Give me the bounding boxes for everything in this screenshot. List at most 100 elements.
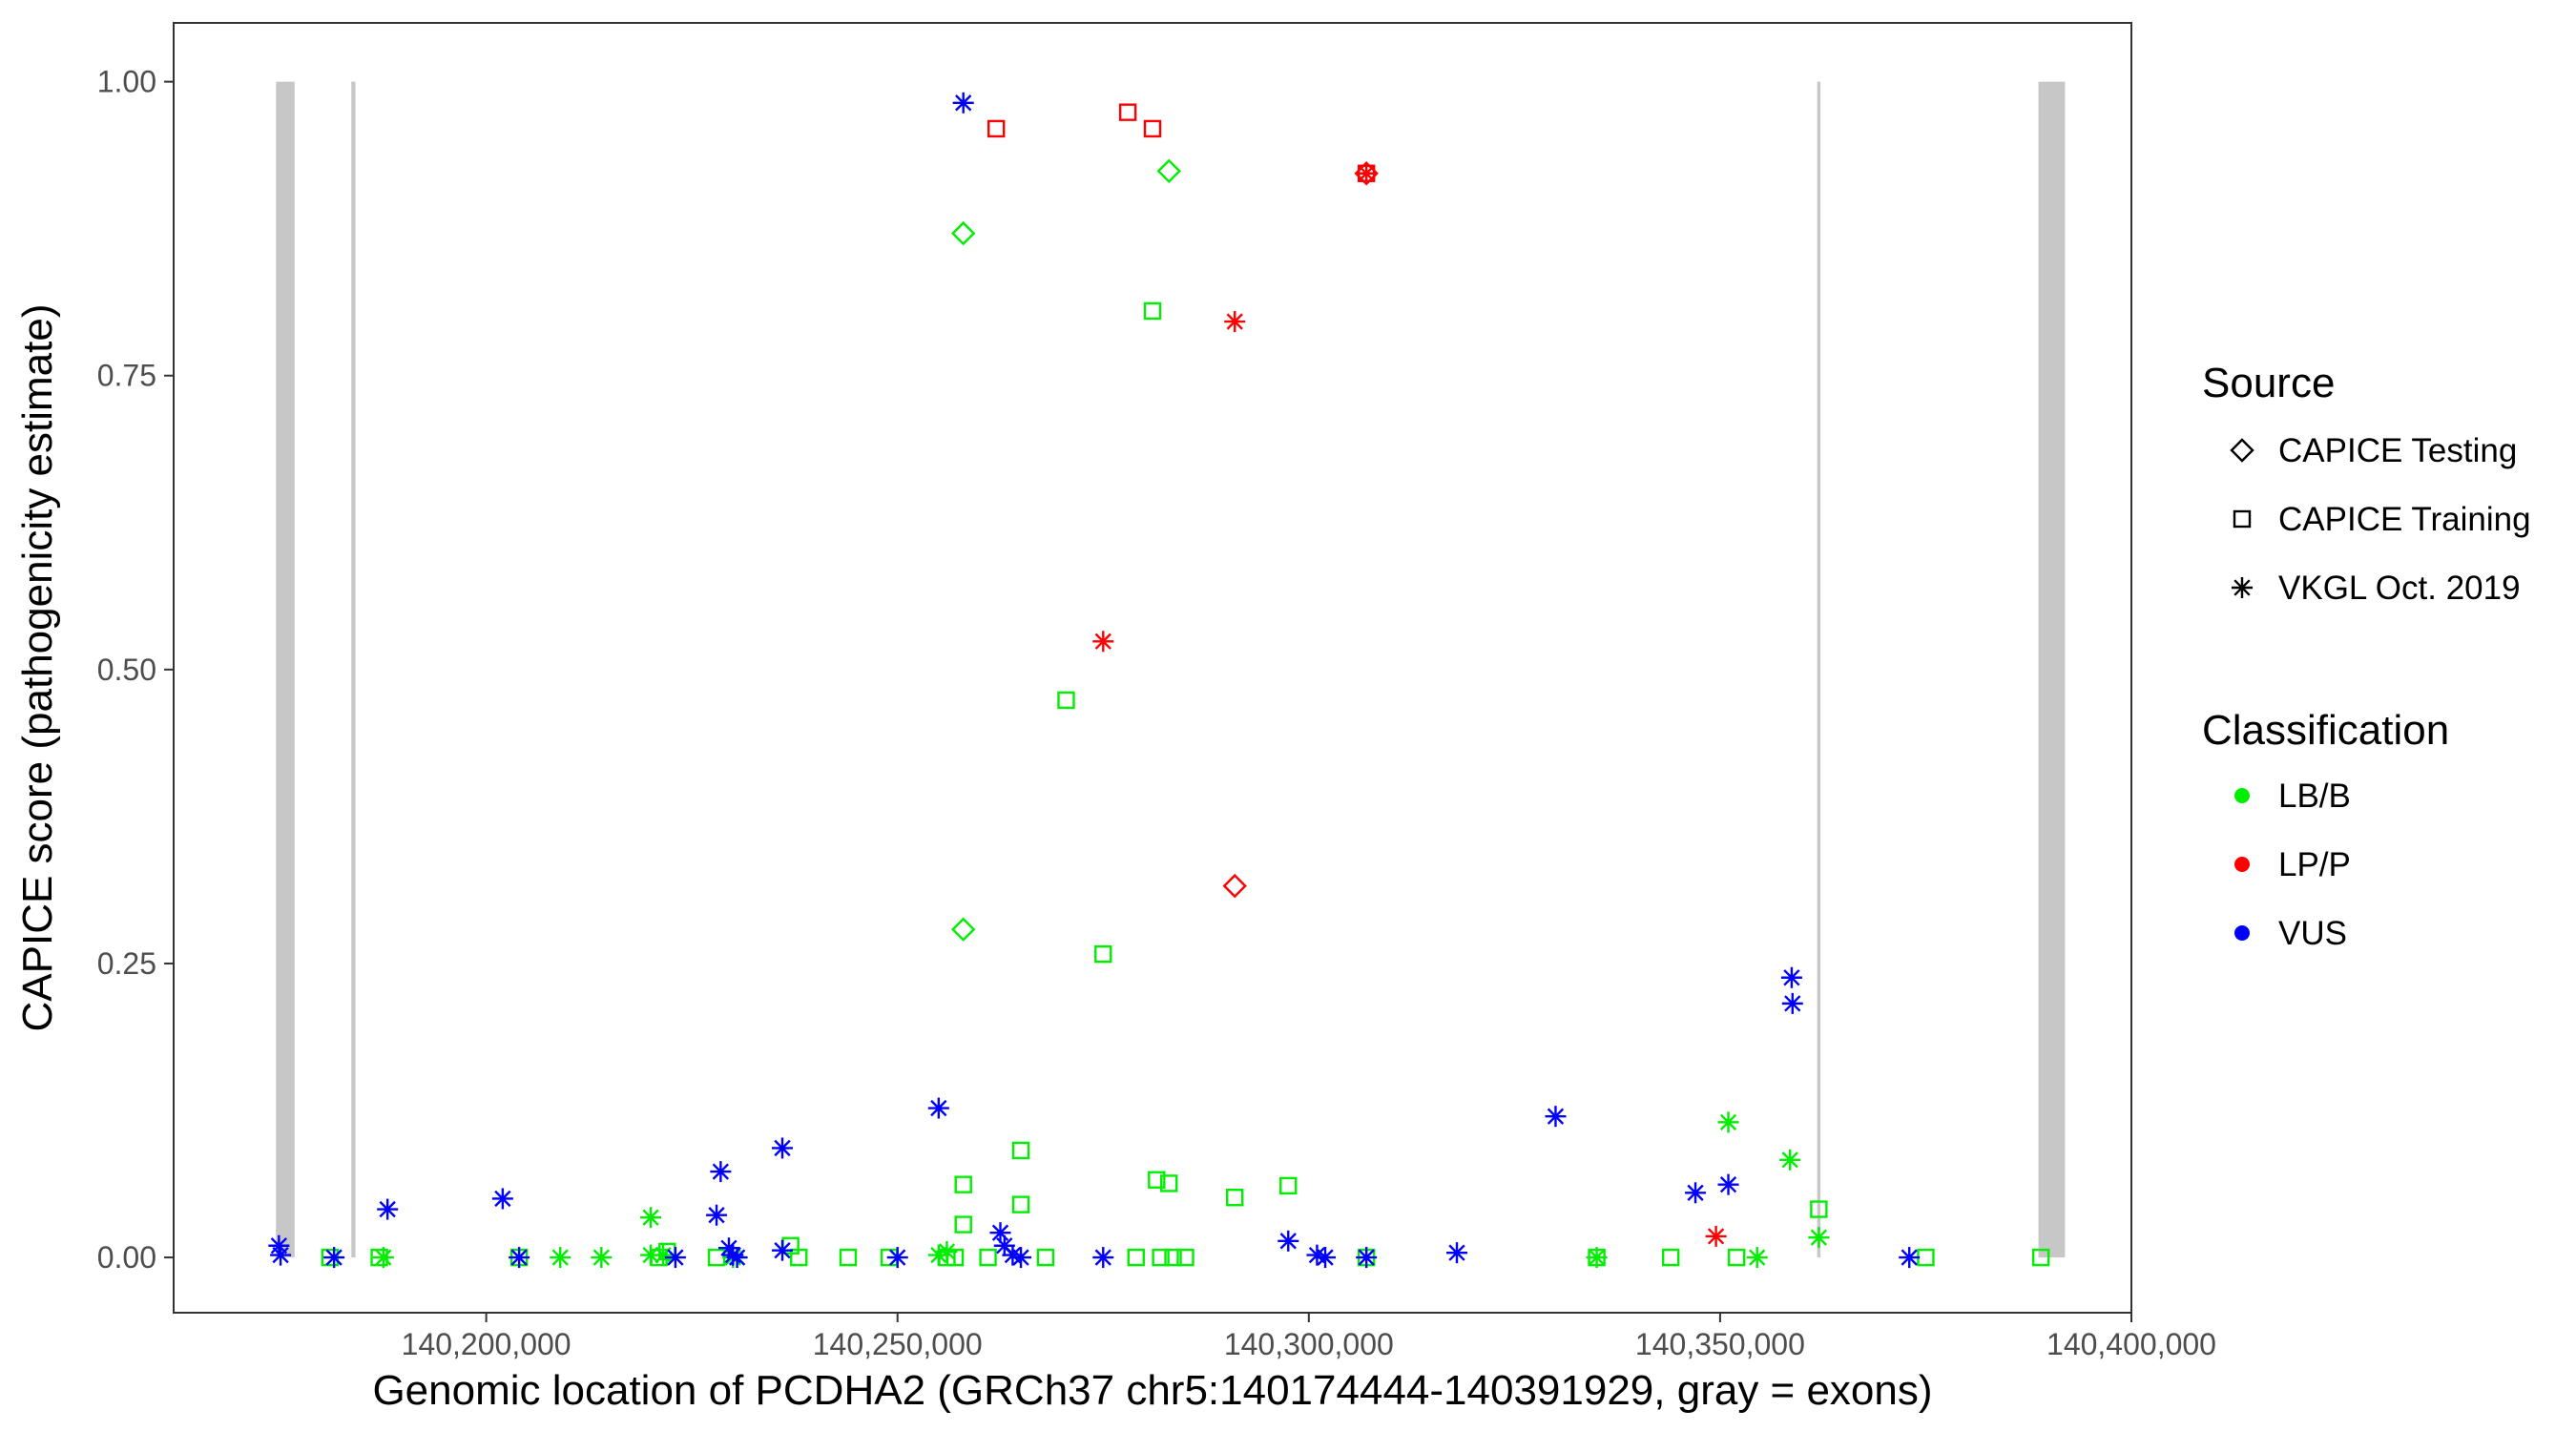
legend-key-square (2233, 509, 2252, 529)
data-point (1224, 311, 1246, 333)
exon-band-3 (1817, 81, 1821, 1258)
data-point (550, 1247, 571, 1269)
legend-key-asterisk (2232, 577, 2253, 598)
legend-label: VKGL Oct. 2019 (2278, 570, 2521, 607)
data-points (268, 92, 2050, 1269)
legend-label: CAPICE Testing (2278, 432, 2517, 469)
data-point (772, 1239, 794, 1261)
data-point (2031, 1248, 2050, 1267)
data-point (951, 220, 976, 246)
data-point (1127, 1248, 1145, 1267)
data-point (1094, 944, 1112, 964)
data-point (1010, 1247, 1032, 1269)
axes: 0.00 0.25 0.50 0.75 1.00 140,200,000 140,250,0… (97, 65, 2216, 1361)
exon-band-4 (2038, 81, 2066, 1258)
data-point (270, 1244, 292, 1266)
exon-band-2 (351, 81, 356, 1258)
data-point (1356, 162, 1378, 184)
plot-panel-border (173, 22, 2132, 1314)
data-point (1011, 1141, 1030, 1160)
data-point (772, 1137, 794, 1159)
data-point (790, 1248, 808, 1267)
data-point (1810, 1200, 1828, 1218)
data-point (1717, 1111, 1739, 1133)
data-point (952, 92, 974, 114)
legend-label: CAPICE Training (2278, 501, 2531, 538)
data-point (1705, 1225, 1727, 1247)
data-point (1118, 103, 1137, 121)
x-tick-label: 140,300,000 (1224, 1327, 1394, 1361)
data-point (1899, 1247, 1921, 1269)
data-point (591, 1247, 613, 1269)
data-point (1011, 1195, 1030, 1213)
data-point (1779, 1149, 1801, 1171)
data-point (1545, 1106, 1567, 1128)
data-point (1808, 1227, 1830, 1249)
data-point (1160, 1174, 1178, 1192)
data-point (509, 1247, 530, 1269)
data-point (839, 1248, 858, 1267)
data-point (1164, 1248, 1182, 1267)
data-point (1222, 873, 1247, 899)
data-point (1148, 1171, 1166, 1189)
data-point (1156, 158, 1181, 183)
data-point (987, 119, 1006, 138)
data-point (1780, 966, 1802, 988)
data-point (1143, 119, 1162, 138)
data-point (1586, 1247, 1608, 1269)
data-point (951, 917, 976, 942)
data-point (886, 1247, 908, 1269)
data-point (927, 1097, 949, 1119)
legend-key-diamond (2230, 438, 2254, 463)
x-tick-label: 140,250,000 (813, 1327, 983, 1361)
data-point (1152, 1248, 1170, 1267)
legend-key-dot (2234, 925, 2250, 941)
data-point (1057, 691, 1075, 710)
data-point (954, 1215, 972, 1234)
x-axis-title: Genomic location of PCDHA2 (GRCh37 chr5:… (372, 1367, 1932, 1414)
legend-label: LP/P (2278, 846, 2351, 883)
legend-key-dot (2234, 857, 2250, 872)
y-tick-label: 0.50 (97, 653, 156, 687)
exon-band-1 (276, 81, 295, 1258)
data-point (706, 1204, 728, 1226)
data-point (1661, 1248, 1680, 1267)
data-point (1143, 301, 1162, 321)
data-point (1746, 1247, 1768, 1269)
data-point (1092, 631, 1114, 653)
data-point (377, 1198, 399, 1220)
x-tick-label: 140,400,000 (2046, 1327, 2216, 1361)
y-tick-label: 0.25 (97, 946, 156, 981)
legend-label: VUS (2278, 915, 2347, 952)
data-point (1446, 1242, 1468, 1264)
x-tick-label: 140,200,000 (402, 1327, 571, 1361)
data-point (1226, 1189, 1244, 1207)
data-point (1727, 1248, 1746, 1267)
data-point (372, 1247, 394, 1269)
data-point (323, 1247, 345, 1269)
data-point (954, 1175, 972, 1193)
y-tick-label: 0.75 (97, 359, 156, 393)
data-point (936, 1240, 958, 1262)
data-point (664, 1247, 686, 1269)
x-tick-label: 140,350,000 (1635, 1327, 1805, 1361)
legend-label: LB/B (2278, 778, 2351, 815)
y-axis-title: CAPICE score (pathogenicity estimate) (14, 304, 61, 1032)
data-point (710, 1161, 732, 1183)
data-point (1279, 1176, 1298, 1195)
y-tick-label: 1.00 (97, 65, 156, 99)
legend-title-classification: Classification (2202, 707, 2449, 754)
data-point (1717, 1173, 1739, 1195)
data-point (1036, 1248, 1055, 1267)
data-point (640, 1207, 662, 1229)
legend: Source CAPICE Testing CAPICE Training VKGL … (2202, 360, 2531, 952)
data-point (1685, 1182, 1707, 1204)
legend-title-source: Source (2202, 360, 2335, 406)
data-point (1781, 992, 1803, 1014)
exon-bands (276, 81, 2066, 1258)
data-point (979, 1248, 997, 1267)
data-point (1315, 1247, 1337, 1269)
data-point (1356, 1247, 1378, 1269)
data-point (927, 1244, 949, 1266)
